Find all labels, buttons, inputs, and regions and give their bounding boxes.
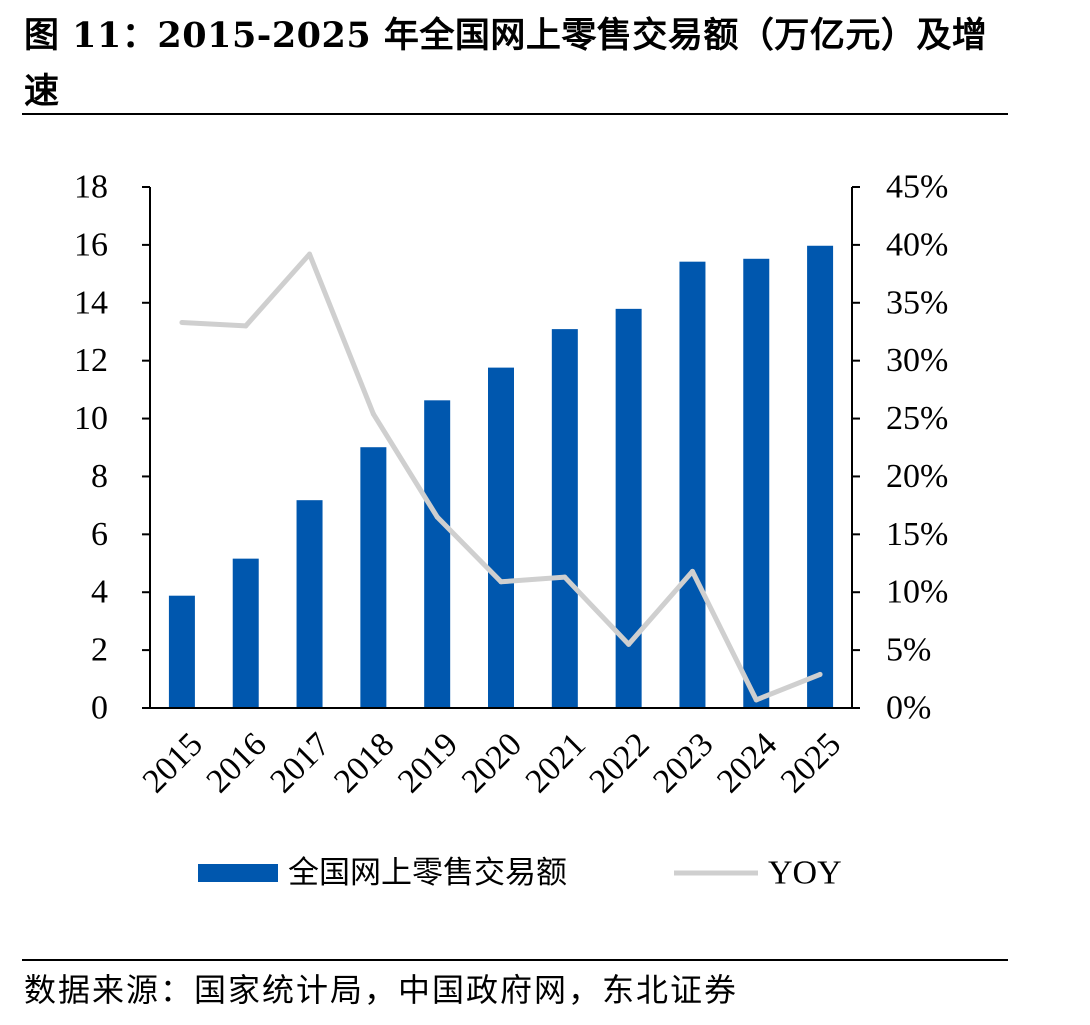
bar-2018 bbox=[360, 447, 387, 708]
y-right-tick-label: 5% bbox=[886, 632, 931, 669]
yoy-point-2015 bbox=[179, 319, 185, 325]
legend-label-line: YOY bbox=[768, 855, 842, 892]
yoy-point-2024 bbox=[753, 697, 759, 703]
y-left-tick-label: 8 bbox=[91, 458, 108, 495]
yoy-point-2023 bbox=[689, 568, 695, 574]
y-right-tick-label: 30% bbox=[886, 342, 948, 379]
bar-2023 bbox=[679, 261, 706, 708]
x-tick-label: 2017 bbox=[263, 726, 337, 800]
y-left-tick-label: 16 bbox=[74, 226, 108, 263]
yoy-point-2017 bbox=[307, 251, 313, 257]
bar-2019 bbox=[424, 400, 451, 708]
x-tick-label: 2025 bbox=[774, 726, 848, 800]
bar-2021 bbox=[551, 329, 578, 708]
yoy-point-2016 bbox=[243, 323, 249, 329]
y-left-tick-label: 10 bbox=[74, 400, 108, 437]
bar-2022 bbox=[615, 308, 642, 708]
bar-2016 bbox=[232, 558, 259, 708]
chart: 0 2 4 6 8 10 12 14 16 18 0% 5% 10% 15% 20% 25% 30% 35% 40%… bbox=[74, 169, 948, 892]
y-left-tick-label: 4 bbox=[91, 574, 108, 611]
yoy-point-2025 bbox=[817, 671, 823, 677]
yoy-point-2022 bbox=[626, 641, 632, 647]
x-tick-label: 2016 bbox=[200, 726, 274, 800]
y-right-tick-label: 10% bbox=[886, 574, 948, 611]
y-right-tick-label: 25% bbox=[886, 400, 948, 437]
bar-2015 bbox=[168, 595, 195, 708]
y-right-tick-label: 15% bbox=[886, 516, 948, 553]
y-left-tick-label: 0 bbox=[91, 690, 108, 727]
x-tick-label: 2020 bbox=[455, 726, 529, 800]
bar-2024 bbox=[743, 258, 770, 708]
x-tick-label: 2021 bbox=[519, 726, 593, 800]
yoy-point-2021 bbox=[562, 574, 568, 580]
source-divider bbox=[22, 959, 1008, 961]
y-right-tick-label: 20% bbox=[886, 458, 948, 495]
yoy-point-2020 bbox=[498, 579, 504, 585]
source-note: 数据来源：国家统计局，中国政府网，东北证券 bbox=[24, 971, 739, 1009]
y-left-tick-label: 14 bbox=[74, 284, 108, 321]
x-tick-label: 2018 bbox=[327, 726, 401, 800]
legend: 全国网上零售交易额 YOY bbox=[198, 855, 842, 892]
x-tick-label: 2023 bbox=[646, 726, 720, 800]
legend-swatch-bar bbox=[198, 864, 278, 882]
x-tick-label: 2015 bbox=[136, 726, 210, 800]
y-right-tick-label: 45% bbox=[886, 169, 948, 206]
legend-label-bar: 全国网上零售交易额 bbox=[288, 855, 567, 891]
y-right-tick-label: 35% bbox=[886, 284, 948, 321]
y-left-tick-label: 6 bbox=[91, 516, 108, 553]
bar-2025 bbox=[807, 245, 834, 708]
plot-area: 0 2 4 6 8 10 12 14 16 18 0% 5% 10% 15% 20% 25% 30% 35% 40%… bbox=[74, 169, 948, 801]
title-divider bbox=[22, 113, 1008, 115]
y-right-tick-label: 40% bbox=[886, 226, 948, 263]
x-tick-label: 2019 bbox=[391, 726, 465, 800]
y-left-tick-label: 2 bbox=[91, 632, 108, 669]
yoy-point-2018 bbox=[370, 411, 376, 417]
y-right-tick-label: 0% bbox=[886, 690, 931, 727]
x-tick-label: 2022 bbox=[582, 726, 656, 800]
y-left-tick-label: 12 bbox=[74, 342, 108, 379]
y-left-tick-label: 18 bbox=[74, 169, 108, 206]
figure-title: 图 11：2015-2025 年全国网上零售交易额（万亿元）及增速 bbox=[24, 15, 988, 112]
yoy-point-2019 bbox=[434, 514, 440, 520]
bar-2020 bbox=[488, 367, 514, 708]
bar-2017 bbox=[296, 500, 323, 708]
x-tick-label: 2024 bbox=[710, 726, 784, 800]
